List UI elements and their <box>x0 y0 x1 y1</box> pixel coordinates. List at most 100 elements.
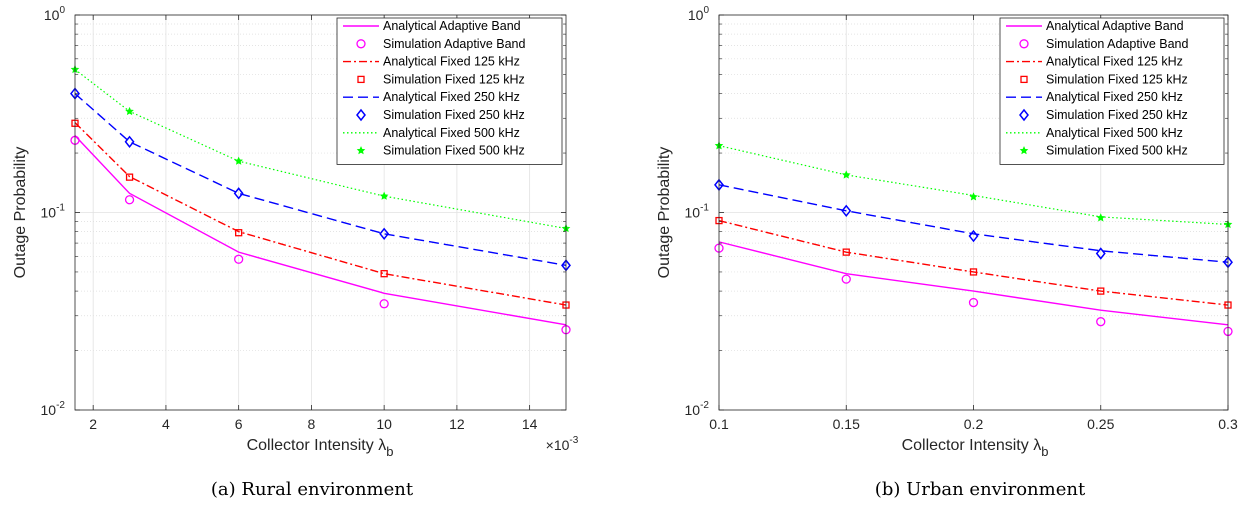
y-tick-base: 10 <box>41 402 57 418</box>
legend: Analytical Adaptive Band Simulation Adapt… <box>999 17 1225 165</box>
y-axis-label: Outage Probability <box>656 147 673 279</box>
legend-label: Analytical Adaptive Band <box>383 19 521 33</box>
legend-marker <box>1019 108 1029 122</box>
y-tick-base: 10 <box>688 7 704 23</box>
series-analytical-fixed-125-khz <box>718 219 1229 306</box>
data-point <box>1096 317 1106 327</box>
figure-caption: (a) Rural environment <box>211 479 414 500</box>
y-tick-exponent: -2 <box>700 400 709 411</box>
data-point <box>234 156 243 165</box>
legend-marker <box>356 146 366 155</box>
legend-label: Simulation Adaptive Band <box>383 37 526 51</box>
x-tick-label: 12 <box>449 416 465 432</box>
y-tick-label: 10-2 <box>685 400 710 418</box>
legend-label: Simulation Fixed 125 kHz <box>1046 72 1188 86</box>
x-axis-label: Collector Intensity λb <box>902 437 1049 459</box>
series-line <box>718 219 1229 306</box>
data-point <box>380 270 388 278</box>
y-tick-exponent: 0 <box>703 5 709 16</box>
x-tick-label: 4 <box>162 416 170 432</box>
x-axis-label-subscript: b <box>386 444 393 459</box>
legend-label: Analytical Fixed 125 kHz <box>1046 55 1183 69</box>
y-axis-label: Outage Probability <box>12 147 29 279</box>
legend-marker <box>356 108 366 122</box>
x-multiplier-base: ×10 <box>546 437 570 453</box>
data-point <box>235 229 243 237</box>
y-tick-label: 100 <box>44 5 66 23</box>
data-point <box>1095 247 1106 260</box>
x-multiplier-exponent: -3 <box>569 435 578 446</box>
series-line <box>74 93 567 267</box>
legend-label: Simulation Fixed 500 kHz <box>383 144 525 158</box>
x-tick-label: 6 <box>235 416 243 432</box>
series-analytical-fixed-250-khz <box>74 93 567 267</box>
legend-item: Simulation Fixed 250 kHz <box>1019 108 1188 122</box>
legend-item: Simulation Fixed 125 kHz <box>1020 72 1188 86</box>
legend-item: Analytical Fixed 125 kHz <box>1006 55 1183 69</box>
legend-label: Simulation Adaptive Band <box>1046 37 1189 51</box>
legend-box <box>999 17 1225 165</box>
legend-item: Analytical Fixed 500 kHz <box>343 126 520 140</box>
legend-marker <box>356 39 366 49</box>
series-line <box>74 135 567 326</box>
y-tick-base: 10 <box>41 205 57 221</box>
x-axis-label-subscript: b <box>1041 444 1048 459</box>
x-tick-label: 2 <box>89 416 97 432</box>
data-point <box>842 248 850 256</box>
series-line <box>718 184 1229 263</box>
x-tick-label: 0.3 <box>1218 416 1238 432</box>
legend-item: Simulation Fixed 500 kHz <box>356 144 525 158</box>
y-tick-base: 10 <box>685 205 701 221</box>
y-tick-base: 10 <box>44 7 60 23</box>
legend-label: Analytical Fixed 500 kHz <box>383 126 520 140</box>
series-line <box>718 241 1229 326</box>
legend-item: Simulation Fixed 250 kHz <box>356 108 525 122</box>
legend-item: Analytical Adaptive Band <box>1006 19 1184 33</box>
legend-item: Simulation Fixed 125 kHz <box>357 72 525 86</box>
legend-item: Analytical Fixed 125 kHz <box>343 55 520 69</box>
data-point <box>841 274 851 284</box>
y-tick-exponent: -1 <box>56 203 65 214</box>
legend-label: Analytical Adaptive Band <box>1046 19 1184 33</box>
y-tick-exponent: 0 <box>59 5 65 16</box>
x-axis-label-main: Collector Intensity λ <box>902 437 1042 454</box>
legend-item: Analytical Adaptive Band <box>343 19 521 33</box>
series-analytical-adaptive-band <box>74 135 567 326</box>
legend-label: Analytical Fixed 250 kHz <box>383 90 520 104</box>
data-point <box>124 135 135 149</box>
legend-item: Simulation Fixed 500 kHz <box>1019 144 1188 158</box>
legend-marker <box>1020 75 1028 84</box>
data-point <box>379 227 390 241</box>
data-point <box>379 191 389 200</box>
series-analytical-fixed-250-khz <box>718 184 1229 263</box>
x-axis-multiplier: ×10-3 <box>546 435 579 453</box>
legend-label: Analytical Fixed 250 kHz <box>1046 90 1183 104</box>
data-point <box>124 195 135 205</box>
x-tick-label: 8 <box>308 416 316 432</box>
legend-marker <box>357 75 365 84</box>
data-point <box>125 106 134 116</box>
series-analytical-fixed-125-khz <box>74 122 567 306</box>
legend-item: Analytical Fixed 250 kHz <box>1006 90 1183 104</box>
data-point <box>841 204 852 218</box>
data-point <box>1096 213 1106 222</box>
x-tick-label: 0.25 <box>1087 416 1114 432</box>
legend-label: Simulation Fixed 500 kHz <box>1046 144 1188 158</box>
data-point <box>968 297 979 308</box>
figure-caption: (b) Urban environment <box>875 479 1086 500</box>
legend-item: Analytical Fixed 500 kHz <box>1006 126 1183 140</box>
legend-item: Simulation Adaptive Band <box>356 37 526 51</box>
series-line <box>74 122 567 306</box>
x-tick-label: 0.2 <box>964 416 984 432</box>
data-point <box>125 173 134 181</box>
x-tick-label: 10 <box>376 416 392 432</box>
legend-box <box>336 17 563 165</box>
legend-label: Analytical Fixed 125 kHz <box>383 55 520 69</box>
x-tick-label: 14 <box>522 416 538 432</box>
legend-item: Analytical Fixed 250 kHz <box>343 90 520 104</box>
